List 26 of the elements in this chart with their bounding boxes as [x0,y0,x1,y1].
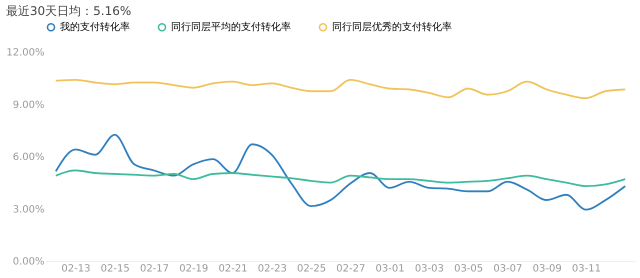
x-tick-label: 02-27 [336,264,366,274]
legend-label: 我的支付转化率 [60,21,130,34]
x-tick-label: 03-01 [376,264,405,274]
line-series [54,78,626,100]
x-tick-label: 02-23 [258,264,287,274]
x-tick-label: 02-25 [297,264,326,274]
line-series [54,170,626,188]
x-tick-label: 03-11 [572,264,601,274]
y-tick-label: 9.00% [12,100,44,111]
x-tick-label: 03-05 [454,264,484,274]
x-tick-label: 02-21 [218,264,248,274]
line-series [54,134,626,211]
legend-label: 同行同层优秀的支付转化率 [332,21,452,34]
legend-label: 同行同层平均的支付转化率 [171,21,291,34]
x-tick-label: 02-13 [61,264,90,274]
x-tick-label: 03-03 [414,264,444,274]
x-tick-label: 03-07 [493,264,522,274]
x-tick-label: 03-09 [532,264,562,274]
y-tick-label: 6.00% [12,152,44,163]
x-tick-label: 02-19 [179,264,208,274]
x-tick-label: 02-17 [140,264,170,274]
chart-title: 最近30天日均：5.16% [6,4,132,18]
y-tick-label: 12.00% [6,48,44,58]
y-tick-label: 3.00% [12,204,44,216]
x-tick-label: 02-15 [100,264,130,274]
y-tick-label: 0.00% [12,256,44,268]
